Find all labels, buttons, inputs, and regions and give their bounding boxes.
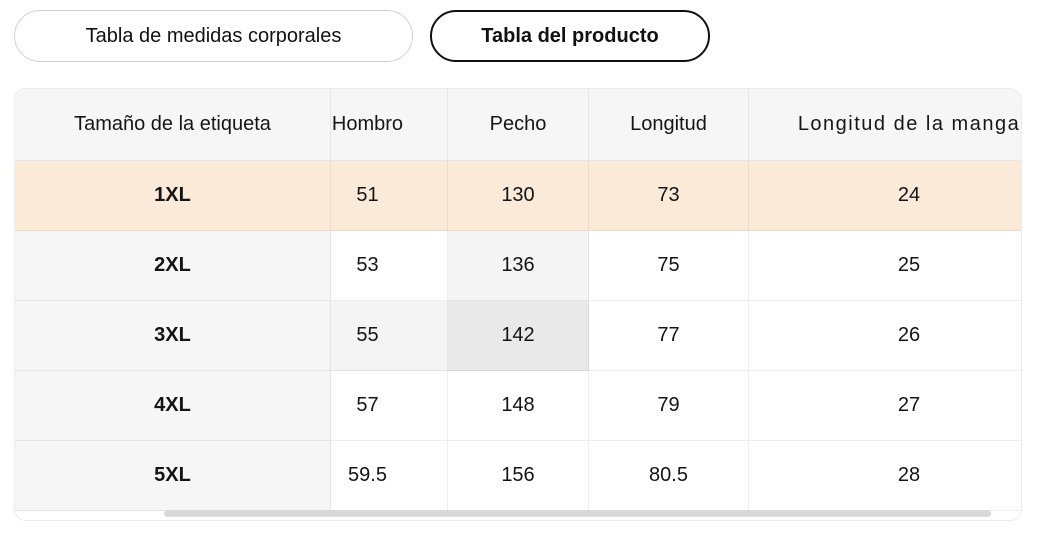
header-row: Tamaño de la etiqueta Hombro Pecho Longi…	[15, 89, 1021, 161]
measurement-cell[interactable]: 136	[448, 231, 589, 301]
tab-product[interactable]: Tabla del producto	[430, 10, 710, 62]
table-row-5xl[interactable]: 5XL 59.5 156 80.5 28	[15, 441, 1021, 511]
measurement-cell[interactable]: 26	[749, 301, 1021, 371]
horizontal-scrollbar-thumb[interactable]	[164, 510, 991, 517]
measurement-cell[interactable]: 25	[749, 231, 1021, 301]
column-header-sleeve-length: Longitud de la manga	[749, 89, 1021, 161]
size-label-cell[interactable]: 4XL	[15, 371, 331, 441]
measurement-cell[interactable]: 27	[749, 371, 1021, 441]
table-row-3xl[interactable]: 3XL 55 142 77 26	[15, 301, 1021, 371]
measurement-cell[interactable]: 77	[589, 301, 749, 371]
hovered-measurement-cell[interactable]: 142	[448, 301, 589, 371]
measurement-cell[interactable]: 75	[589, 231, 749, 301]
measurement-cell[interactable]: 28	[749, 441, 1021, 511]
table-row-1xl[interactable]: 1XL 51 130 73 24	[15, 161, 1021, 231]
measurement-cell[interactable]: 156	[448, 441, 589, 511]
column-header-length: Longitud	[589, 89, 749, 161]
measurement-cell[interactable]: 130	[448, 161, 589, 231]
measurement-cell[interactable]: 24	[749, 161, 1021, 231]
tab-body-measurements[interactable]: Tabla de medidas corporales	[14, 10, 413, 62]
size-label-cell[interactable]: 1XL	[15, 161, 331, 231]
size-table-scroll-area[interactable]: Tamaño de la etiqueta Hombro Pecho Longi…	[15, 89, 1021, 520]
size-label-cell[interactable]: 5XL	[15, 441, 331, 511]
table-row-4xl[interactable]: 4XL 57 148 79 27	[15, 371, 1021, 441]
column-header-label-size: Tamaño de la etiqueta	[15, 89, 331, 161]
measurement-cell[interactable]: 79	[589, 371, 749, 441]
size-chart-tabs: Tabla de medidas corporales Tabla del pr…	[14, 10, 1050, 62]
size-label-cell[interactable]: 2XL	[15, 231, 331, 301]
measurement-cell[interactable]: 80.5	[589, 441, 749, 511]
product-measurements-table: Tamaño de la etiqueta Hombro Pecho Longi…	[15, 89, 1021, 511]
size-table-card: Tamaño de la etiqueta Hombro Pecho Longi…	[14, 88, 1022, 521]
size-chart-page: Tabla de medidas corporales Tabla del pr…	[14, 10, 1050, 521]
measurement-cell[interactable]: 148	[448, 371, 589, 441]
column-header-chest: Pecho	[448, 89, 589, 161]
table-row-2xl[interactable]: 2XL 53 136 75 25	[15, 231, 1021, 301]
measurement-cell[interactable]: 73	[589, 161, 749, 231]
size-label-cell[interactable]: 3XL	[15, 301, 331, 371]
